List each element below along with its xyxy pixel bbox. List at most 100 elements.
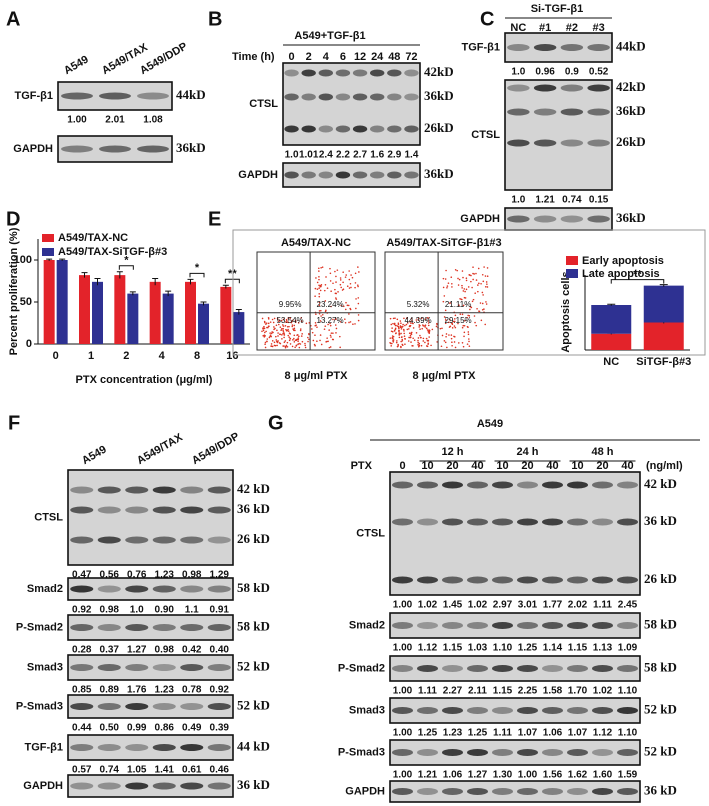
event-dot [330,305,332,308]
event-dot [465,279,468,282]
event-dot [389,317,392,320]
event-dot [300,317,302,319]
event-dot [340,304,342,307]
band [404,93,419,101]
band-value: 1.23 [155,685,175,696]
band-value: 1.58 [543,686,563,697]
event-dot [262,329,265,332]
band [560,139,584,147]
event-dot [288,336,291,338]
event-dot [323,328,326,330]
error-bar [46,258,53,261]
band-value: 0.28 [72,645,92,656]
event-dot [321,266,324,268]
event-dot [426,329,429,331]
event-dot [286,321,289,323]
event-dot [417,341,420,344]
event-dot [286,329,289,332]
event-dot [450,322,453,324]
event-dot [402,323,404,326]
event-dot [304,346,307,349]
band [542,518,563,526]
band [207,536,231,544]
event-dot [451,323,454,326]
event-dot [404,324,406,327]
event-dot [326,287,329,289]
event-dot [332,332,334,334]
marker-label: 26kD [424,120,454,135]
event-dot [329,324,332,327]
event-dot [448,318,451,321]
event-dot [331,338,334,341]
event-dot [264,341,267,344]
event-dot [304,344,306,347]
band [180,624,204,631]
row-label: TGF-β1 [25,741,64,753]
lane-label: 10 [421,460,433,472]
marker-label: 42 kD [237,481,270,496]
event-dot [451,344,453,347]
event-dot [339,335,341,338]
band [567,576,588,584]
band-value: 1.77 [543,600,563,611]
significance: * [124,255,129,267]
event-dot [293,337,295,340]
panel-letter: G [268,412,284,434]
band [152,506,176,514]
event-dot [319,339,321,342]
event-dot [461,270,464,272]
event-dot [283,341,286,344]
treatment-label: PTX [351,460,373,472]
plot-title: A549/TAX-NC [281,237,351,249]
event-dot [427,342,430,345]
event-dot [335,298,338,300]
event-dot [289,337,292,340]
marker-label: 52 kD [644,743,677,758]
band [492,665,513,672]
event-dot [463,324,466,327]
event-dot [409,336,412,338]
x-axis-label: PTX concentration (μg/ml) [76,374,213,386]
column-label: 72 [405,51,417,63]
band-value: 0.15 [589,195,609,206]
event-dot [354,286,356,289]
band [284,125,299,133]
band [369,93,385,101]
event-dot [418,342,421,345]
band-value: 1.59 [618,770,638,781]
band [517,576,538,584]
event-dot [403,317,405,320]
column-label: 24 [371,51,384,63]
event-dot [469,308,471,311]
panel-letter: A [6,8,20,30]
quadrant-percent: 21.11% [445,300,472,309]
lane-label: 10 [496,460,508,472]
event-dot [314,322,317,324]
band-value: 1.41 [155,765,175,776]
event-dot [461,326,464,329]
event-dot [354,282,357,284]
event-dot [442,300,445,303]
band [352,69,368,77]
marker-label: 26 kD [237,531,270,546]
bar [127,293,139,344]
band [517,622,538,629]
band [542,707,563,714]
event-dot [316,288,319,290]
event-dot [357,319,360,322]
event-dot [404,343,406,345]
error-bar [129,291,136,296]
y-tick-label: 0 [26,338,32,350]
panel-letter: D [6,208,20,230]
event-dot [315,313,317,315]
event-dot [285,318,288,321]
event-dot [279,326,282,328]
band [542,622,563,629]
event-dot [297,322,300,324]
band [318,171,334,179]
row-label: TGF-β1 [15,90,54,102]
band-value: 0.92 [72,605,92,616]
event-dot [292,339,294,341]
event-dot [412,337,414,340]
band [152,585,176,593]
